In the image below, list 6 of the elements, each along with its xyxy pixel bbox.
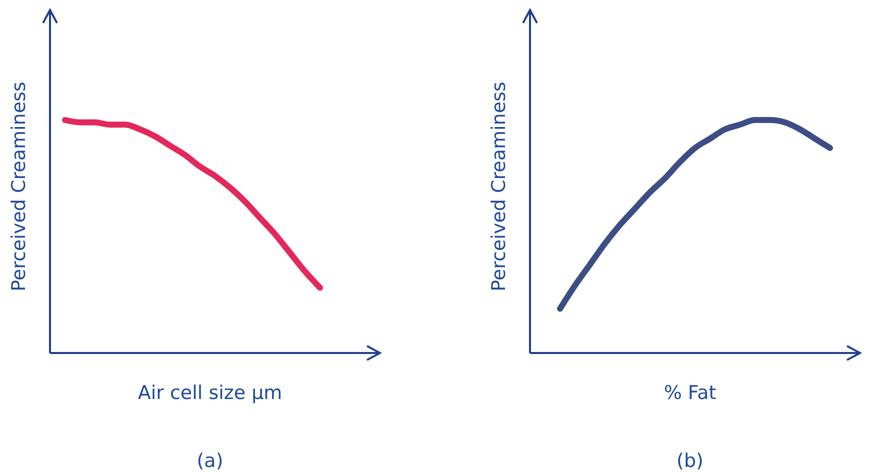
x-axis-title: Air cell size µm <box>138 382 282 404</box>
y-axis-title: Perceived Creaminess <box>8 82 30 292</box>
text: (a) <box>196 450 224 472</box>
y-axis-title: Perceived Creaminess <box>488 82 510 292</box>
text: (b) <box>676 450 704 472</box>
x-axis-title: % Fat <box>664 382 716 404</box>
